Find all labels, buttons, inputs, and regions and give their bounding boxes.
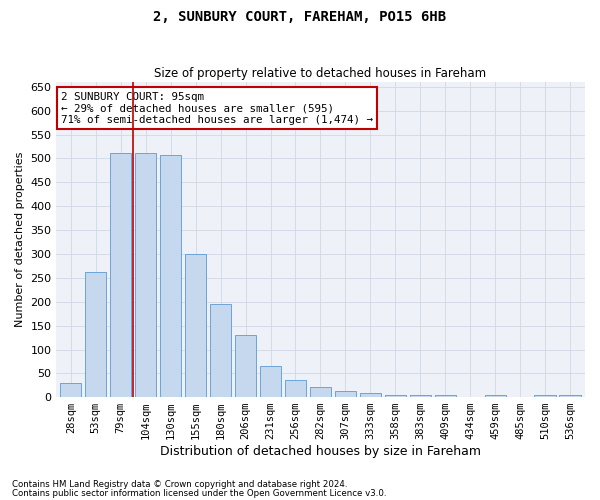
Title: Size of property relative to detached houses in Fareham: Size of property relative to detached ho… <box>154 66 487 80</box>
Bar <box>285 380 306 398</box>
Bar <box>559 396 581 398</box>
Bar <box>485 396 506 398</box>
X-axis label: Distribution of detached houses by size in Fareham: Distribution of detached houses by size … <box>160 444 481 458</box>
Text: Contains HM Land Registry data © Crown copyright and database right 2024.: Contains HM Land Registry data © Crown c… <box>12 480 347 489</box>
Bar <box>310 387 331 398</box>
Text: 2 SUNBURY COURT: 95sqm
← 29% of detached houses are smaller (595)
71% of semi-de: 2 SUNBURY COURT: 95sqm ← 29% of detached… <box>61 92 373 124</box>
Bar <box>335 390 356 398</box>
Bar <box>535 396 556 398</box>
Bar <box>385 395 406 398</box>
Bar <box>160 155 181 398</box>
Bar <box>85 272 106 398</box>
Bar <box>210 304 231 398</box>
Bar <box>185 254 206 398</box>
Bar <box>360 394 381 398</box>
Bar <box>60 383 82 398</box>
Bar <box>260 366 281 398</box>
Text: Contains public sector information licensed under the Open Government Licence v3: Contains public sector information licen… <box>12 488 386 498</box>
Bar <box>135 153 157 398</box>
Bar <box>110 153 131 398</box>
Text: 2, SUNBURY COURT, FAREHAM, PO15 6HB: 2, SUNBURY COURT, FAREHAM, PO15 6HB <box>154 10 446 24</box>
Bar <box>434 396 456 398</box>
Bar <box>410 396 431 398</box>
Y-axis label: Number of detached properties: Number of detached properties <box>15 152 25 328</box>
Bar <box>235 335 256 398</box>
